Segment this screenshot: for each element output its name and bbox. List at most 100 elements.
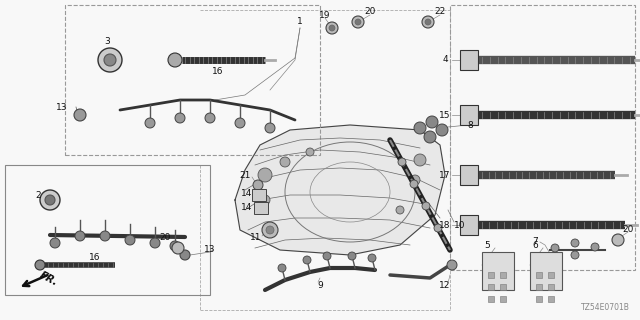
Circle shape — [571, 251, 579, 259]
Circle shape — [100, 231, 110, 241]
Bar — [500, 272, 506, 278]
Text: 9: 9 — [317, 281, 323, 290]
Bar — [488, 272, 494, 278]
Circle shape — [280, 157, 290, 167]
Bar — [450, 5, 635, 270]
Bar — [488, 296, 494, 302]
Text: 20: 20 — [622, 226, 634, 235]
Circle shape — [104, 54, 116, 66]
Bar — [460, 50, 478, 70]
Circle shape — [168, 53, 182, 67]
Circle shape — [303, 256, 311, 264]
Circle shape — [571, 239, 579, 247]
Text: 6: 6 — [532, 241, 538, 250]
Circle shape — [262, 222, 278, 238]
Text: 16: 16 — [89, 253, 100, 262]
Circle shape — [170, 241, 180, 251]
Text: 21: 21 — [239, 171, 251, 180]
Circle shape — [426, 116, 438, 128]
Circle shape — [150, 238, 160, 248]
Circle shape — [414, 154, 426, 166]
Text: 18: 18 — [439, 220, 451, 229]
Circle shape — [253, 180, 263, 190]
Bar — [500, 296, 506, 302]
Text: 14: 14 — [241, 203, 253, 212]
Bar — [548, 296, 554, 302]
Circle shape — [424, 131, 436, 143]
Circle shape — [410, 175, 420, 185]
Circle shape — [98, 48, 122, 72]
Bar — [548, 272, 554, 278]
Text: 2: 2 — [35, 190, 41, 199]
Text: 19: 19 — [319, 11, 331, 20]
Bar — [460, 105, 478, 125]
Circle shape — [447, 260, 457, 270]
Circle shape — [175, 113, 185, 123]
Text: 11: 11 — [250, 234, 262, 243]
Circle shape — [612, 234, 624, 246]
Circle shape — [410, 180, 418, 188]
Circle shape — [323, 252, 331, 260]
Circle shape — [180, 250, 190, 260]
Circle shape — [398, 158, 406, 166]
Text: 4: 4 — [442, 55, 448, 65]
Circle shape — [258, 168, 272, 182]
Circle shape — [35, 260, 45, 270]
Text: 12: 12 — [439, 281, 451, 290]
Circle shape — [326, 22, 338, 34]
Text: 13: 13 — [204, 245, 216, 254]
Circle shape — [145, 118, 155, 128]
Circle shape — [425, 19, 431, 25]
Bar — [5, 165, 210, 295]
Bar — [460, 165, 478, 185]
Circle shape — [329, 25, 335, 31]
Text: 20: 20 — [159, 233, 171, 242]
Circle shape — [75, 231, 85, 241]
Text: TZ54E0701B: TZ54E0701B — [581, 303, 630, 312]
Circle shape — [172, 242, 184, 254]
Circle shape — [278, 264, 286, 272]
Text: 22: 22 — [435, 7, 445, 17]
Text: 7: 7 — [532, 237, 538, 246]
Text: 13: 13 — [56, 102, 68, 111]
Bar — [536, 272, 542, 278]
Circle shape — [125, 235, 135, 245]
Circle shape — [352, 16, 364, 28]
Bar — [488, 284, 494, 290]
Circle shape — [422, 16, 434, 28]
Circle shape — [551, 244, 559, 252]
Bar — [530, 252, 562, 290]
Circle shape — [45, 195, 55, 205]
Circle shape — [50, 238, 60, 248]
Bar — [500, 284, 506, 290]
Text: 20: 20 — [364, 7, 376, 17]
Bar — [252, 189, 266, 201]
Bar — [536, 296, 542, 302]
Circle shape — [260, 195, 270, 205]
Text: 16: 16 — [212, 68, 224, 76]
Circle shape — [348, 252, 356, 260]
Bar — [536, 284, 542, 290]
Bar — [548, 284, 554, 290]
Text: 17: 17 — [439, 171, 451, 180]
Circle shape — [591, 243, 599, 251]
Text: 14: 14 — [241, 188, 253, 197]
Circle shape — [355, 19, 361, 25]
Circle shape — [422, 202, 430, 210]
Circle shape — [414, 122, 426, 134]
Text: 3: 3 — [104, 37, 110, 46]
Bar — [460, 215, 478, 235]
Text: 5: 5 — [484, 241, 490, 250]
Circle shape — [265, 123, 275, 133]
Circle shape — [266, 226, 274, 234]
Circle shape — [74, 109, 86, 121]
Text: 8: 8 — [467, 121, 473, 130]
Circle shape — [306, 148, 314, 156]
Circle shape — [396, 206, 404, 214]
Bar — [65, 5, 320, 155]
Circle shape — [235, 118, 245, 128]
Circle shape — [368, 254, 376, 262]
Polygon shape — [235, 125, 445, 255]
Bar — [254, 202, 268, 214]
Text: 15: 15 — [439, 110, 451, 119]
